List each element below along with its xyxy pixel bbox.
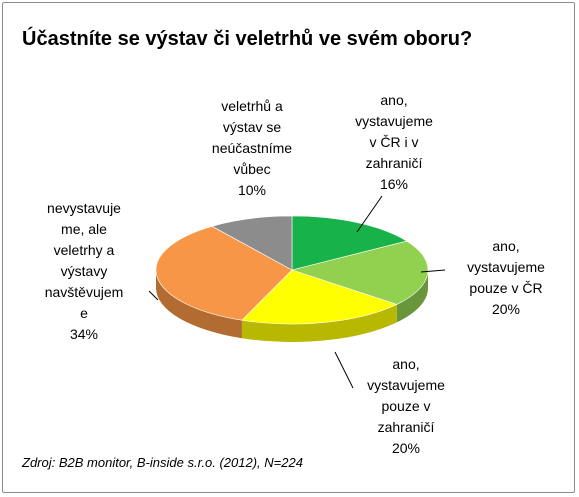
leader-line-visit-only bbox=[148, 290, 159, 301]
slice-cr-only bbox=[290, 240, 429, 305]
slice-visit-only bbox=[155, 225, 293, 321]
slice-not-at-all bbox=[211, 215, 293, 271]
slice-label-line: ano, bbox=[380, 92, 408, 108]
slice-label-line: vystavujeme bbox=[355, 113, 433, 129]
slice-value-label: 10% bbox=[237, 182, 267, 198]
slice-label-line: neúčastníme bbox=[211, 140, 293, 156]
slice-label-line: zahraničí bbox=[377, 419, 435, 435]
slice-label-line: veletrhů a bbox=[221, 98, 283, 114]
slice-label-line: pouze v bbox=[381, 398, 431, 414]
slice-label-line: veletrhy a bbox=[53, 242, 115, 258]
slice-value-label: 20% bbox=[391, 440, 421, 456]
slice-label-line: ano, bbox=[492, 238, 520, 254]
slice-label-line: e bbox=[80, 305, 88, 321]
slice-label-line: vůbec bbox=[233, 161, 271, 177]
slice-label-line: vystavujeme bbox=[367, 377, 445, 393]
slice-label-line: výstavy bbox=[60, 263, 108, 279]
slice-label-line: me, ale bbox=[61, 221, 107, 237]
slice-label-not-at-all: veletrhů a výstav se neúčastníme vůbec 1… bbox=[196, 96, 308, 201]
slice-label-cr-and-abroad: ano, vystavujeme v ČR i v zahraničí 16% bbox=[340, 90, 448, 195]
slice-label-line: navštěvujem bbox=[44, 284, 124, 300]
slice-label-abroad-only: ano, vystavujeme pouze v zahraničí 20% bbox=[346, 354, 466, 459]
leader-line-cr-only bbox=[420, 269, 446, 273]
slice-value-label: 20% bbox=[491, 301, 521, 317]
slice-visit-only-side bbox=[156, 270, 242, 339]
source-note: Zdroj: B2B monitor, B-inside s.r.o. (201… bbox=[22, 455, 303, 470]
chart-title: Účastníte se výstav či veletrhů ve svém … bbox=[22, 28, 473, 50]
leader-line-abroad-only bbox=[334, 351, 354, 389]
slice-label-line: vystavujeme bbox=[467, 259, 545, 275]
slice-cr-and-abroad bbox=[291, 215, 408, 271]
slice-label-line: pouze v ČR bbox=[469, 280, 543, 296]
slice-value-label: 16% bbox=[379, 176, 409, 192]
slice-label-line: zahraničí bbox=[365, 155, 423, 171]
slice-label-line: výstav se bbox=[222, 119, 282, 135]
leader-line-cr-and-abroad bbox=[356, 195, 383, 233]
slice-label-line: ano, bbox=[392, 356, 420, 372]
slice-label-visit-only: nevystavuje me, ale veletrhy a výstavy n… bbox=[24, 198, 144, 345]
slice-label-line: v ČR i v bbox=[369, 134, 419, 150]
slice-abroad-only-side bbox=[241, 304, 397, 342]
slice-cr-only-side bbox=[396, 270, 428, 323]
slice-value-label: 34% bbox=[69, 326, 99, 342]
slice-abroad-only bbox=[241, 269, 398, 325]
slice-label-line: nevystavuje bbox=[47, 200, 121, 216]
slice-label-cr-only: ano, vystavujeme pouze v ČR 20% bbox=[446, 236, 566, 320]
